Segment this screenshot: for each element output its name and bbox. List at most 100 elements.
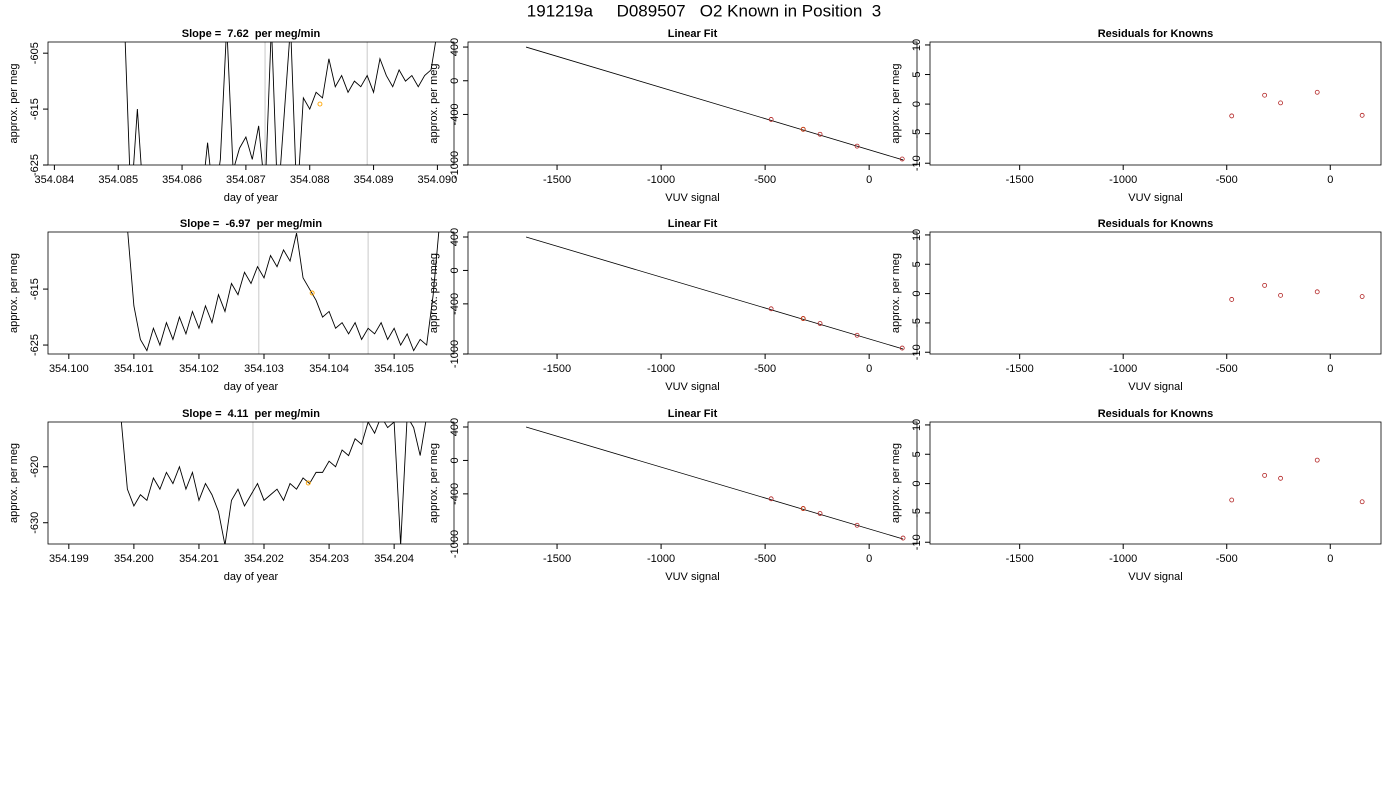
highlight-point [317,101,323,107]
x-tick-label: -1000 [647,363,675,375]
y-axis-label: approx. per meg [428,443,440,523]
y-tick-label: -615 [29,98,41,120]
fit-line [525,46,904,161]
x-tick-label: -500 [1216,174,1238,186]
panel-title: Residuals for Knowns [1098,218,1214,230]
x-tick-label: -1000 [1109,174,1137,186]
series-line [124,42,437,165]
x-axis-label: VUV signal [665,192,719,204]
point [1262,472,1268,478]
x-tick-label: 354.102 [179,363,219,375]
panel-title: Linear Fit [668,218,718,230]
point [1314,457,1320,463]
point [1229,497,1235,503]
panel: Residuals for Knowns VUV signal approx. pe… [890,28,1382,204]
point [1314,289,1320,295]
point [854,143,860,149]
x-tick-label: 354.090 [418,174,458,186]
y-axis-label: approx. per meg [428,253,440,333]
point [1359,294,1365,299]
y-tick-label: 400 [449,38,461,56]
plot-frame [47,231,455,355]
x-axis-label: day of year [224,381,279,393]
plot-area [525,426,906,541]
x-tick-label: -1500 [543,363,571,375]
y-tick-label: -5 [911,129,923,139]
plot-frame [47,421,455,545]
y-tick-label: -10 [911,344,923,360]
y-tick-label: -620 [29,456,41,478]
y-axis-label: approx. per meg [890,63,902,143]
panel-title: Slope = -6.97 per meg/min [180,218,322,230]
x-tick-label: -1500 [1006,553,1034,565]
x-axis-label: VUV signal [1128,571,1182,583]
x-tick-label: 354.200 [114,553,154,565]
y-tick-label: -400 [449,483,461,505]
point [1359,499,1365,505]
plot-area [1229,457,1365,505]
x-tick-label: -1500 [1006,174,1034,186]
y-tick-label: -615 [29,278,41,300]
x-tick-label: 0 [866,174,872,186]
x-tick-label: 354.085 [98,174,138,186]
panel: Residuals for Knowns VUV signal approx. pe… [890,408,1382,583]
point [854,332,860,338]
plot-frame [467,41,918,166]
x-tick-label: 354.201 [179,553,219,565]
y-tick-label: 10 [911,229,923,241]
point [899,156,905,162]
x-tick-label: 0 [1327,174,1333,186]
plot-area [1229,89,1365,119]
y-tick-label: 0 [449,457,461,463]
x-tick-label: -500 [1216,363,1238,375]
panel: Linear Fit VUV signal approx. per meg -1500… [428,408,918,583]
plot-area [525,46,905,162]
y-tick-label: 400 [449,418,461,436]
point [800,506,806,511]
x-tick-label: 354.100 [49,363,89,375]
x-tick-label: -500 [754,363,776,375]
y-tick-label: -1000 [449,340,461,368]
panel-title: Slope = 4.11 per meg/min [182,408,320,420]
plot-area [124,42,437,165]
plot-area [1229,282,1365,302]
panel-title: Linear Fit [668,28,718,40]
y-tick-label: -5 [911,508,923,518]
point [1359,112,1365,118]
x-tick-label: -1500 [543,553,571,565]
x-tick-label: 0 [866,363,872,375]
x-tick-label: -1000 [1109,553,1137,565]
plot-area [525,236,905,351]
x-tick-label: 0 [866,553,872,565]
point [1262,282,1268,288]
x-tick-label: 354.088 [290,174,330,186]
y-axis-label: approx. per meg [428,63,440,143]
panel: Linear Fit VUV signal approx. per meg -1500… [428,218,918,393]
x-tick-label: 354.089 [354,174,394,186]
series-line [120,422,427,544]
x-tick-label: -1500 [1006,363,1034,375]
x-axis-label: day of year [224,571,279,583]
panel-title: Linear Fit [668,408,718,420]
y-tick-label: -10 [911,155,923,171]
y-tick-label: 0 [449,267,461,273]
y-tick-label: 0 [911,101,923,107]
y-tick-label: -10 [911,534,923,550]
series-line [127,232,440,352]
point [768,306,774,312]
y-tick-label: -1000 [449,151,461,179]
y-tick-label: -625 [29,334,41,356]
x-axis-label: VUV signal [665,381,719,393]
x-tick-label: 354.202 [244,553,284,565]
point [1314,89,1320,95]
x-tick-label: 0 [1327,553,1333,565]
y-tick-label: 10 [911,39,923,51]
point [1229,297,1235,302]
x-tick-label: -1000 [647,174,675,186]
point [1229,113,1235,119]
point [899,345,905,351]
y-axis-label: approx. per meg [8,443,20,523]
plot-area [127,232,440,354]
point [1278,100,1283,106]
y-tick-label: 5 [911,261,923,267]
